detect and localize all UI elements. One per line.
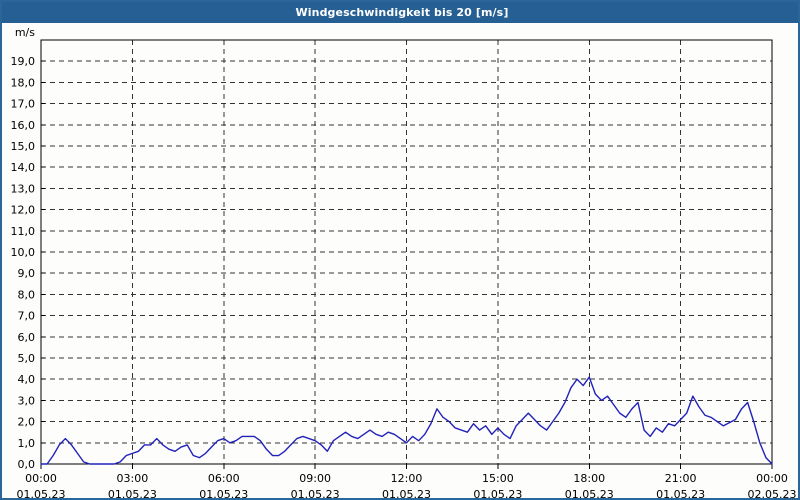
y-axis-tick-label: 3,0	[18, 394, 36, 407]
data-series-group	[40, 376, 773, 465]
y-axis-tick-label: 11,0	[11, 225, 36, 238]
x-axis-time-label: 21:00	[665, 472, 697, 485]
x-axis-time-label: 12:00	[391, 472, 423, 485]
y-axis-tick-label: 8,0	[18, 288, 36, 301]
x-axis-tick-marks	[40, 464, 773, 469]
vertical-gridlines	[131, 40, 682, 464]
x-axis-time-label: 00:00	[756, 472, 788, 485]
x-axis-date-label: 01.05.23	[199, 488, 248, 500]
x-axis-date-label: 01.05.23	[17, 488, 66, 500]
y-axis-tick-marks	[41, 60, 45, 465]
y-axis-tick-label: 1,0	[18, 437, 36, 450]
y-axis-tick-label: 7,0	[18, 310, 36, 323]
x-axis-time-label: 03:00	[117, 472, 149, 485]
y-axis-unit-label: m/s	[15, 26, 35, 39]
y-axis-tick-label: 0,0	[18, 458, 36, 471]
x-axis-date-label: 01.05.23	[108, 488, 157, 500]
y-axis-labels: 0,0 1,0 2,0 3,0 4,0 5,0 6,0 7,0 8,0 9,0 10,0 11,0 12…	[11, 55, 36, 471]
y-axis-tick-label: 2,0	[18, 416, 36, 429]
y-axis-tick-label: 15,0	[11, 140, 36, 153]
x-axis-date-label: 01.05.23	[656, 488, 705, 500]
window-title-bar: Windgeschwindigkeit bis 20 [m/s]	[2, 2, 798, 23]
y-axis-tick-label: 16,0	[11, 119, 36, 132]
x-axis-time-label: 15:00	[482, 472, 514, 485]
y-axis-tick-label: 18,0	[11, 76, 36, 89]
series-line-windgeschwindigkeit	[40, 376, 773, 465]
y-axis-tick-label: 6,0	[18, 331, 36, 344]
x-axis-labels: 00:00 01.05.23 03:00 01.05.23 06:00 01.05.23 0…	[17, 472, 797, 500]
y-axis-tick-label: 10,0	[11, 246, 36, 259]
x-axis-date-label: 01.05.23	[565, 488, 614, 500]
x-axis-time-label: 06:00	[208, 472, 240, 485]
y-axis-tick-label: 19,0	[11, 55, 36, 68]
chart-plot-container: 0,0 1,0 2,0 3,0 4,0 5,0 6,0 7,0 8,0 9,0 10,0 11,0 12…	[2, 23, 798, 500]
y-axis-tick-label: 5,0	[18, 352, 36, 365]
y-axis-tick-label: 4,0	[18, 373, 36, 386]
x-axis-time-label: 18:00	[573, 472, 605, 485]
y-axis-tick-label: 14,0	[11, 161, 36, 174]
horizontal-gridlines	[41, 60, 772, 444]
y-axis-tick-label: 17,0	[11, 98, 36, 111]
y-axis-tick-label: 9,0	[18, 267, 36, 280]
y-axis-tick-label: 12,0	[11, 204, 36, 217]
x-axis-time-label: 09:00	[299, 472, 331, 485]
x-axis-time-label: 00:00	[25, 472, 57, 485]
wind-speed-line-chart: 0,0 1,0 2,0 3,0 4,0 5,0 6,0 7,0 8,0 9,0 10,0 11,0 12…	[11, 26, 797, 500]
x-axis-date-label: 01.05.23	[291, 488, 340, 500]
x-axis-date-label: 02.05.23	[748, 488, 797, 500]
x-axis-date-label: 01.05.23	[473, 488, 522, 500]
x-axis-date-label: 01.05.23	[382, 488, 431, 500]
y-axis-tick-label: 13,0	[11, 182, 36, 195]
